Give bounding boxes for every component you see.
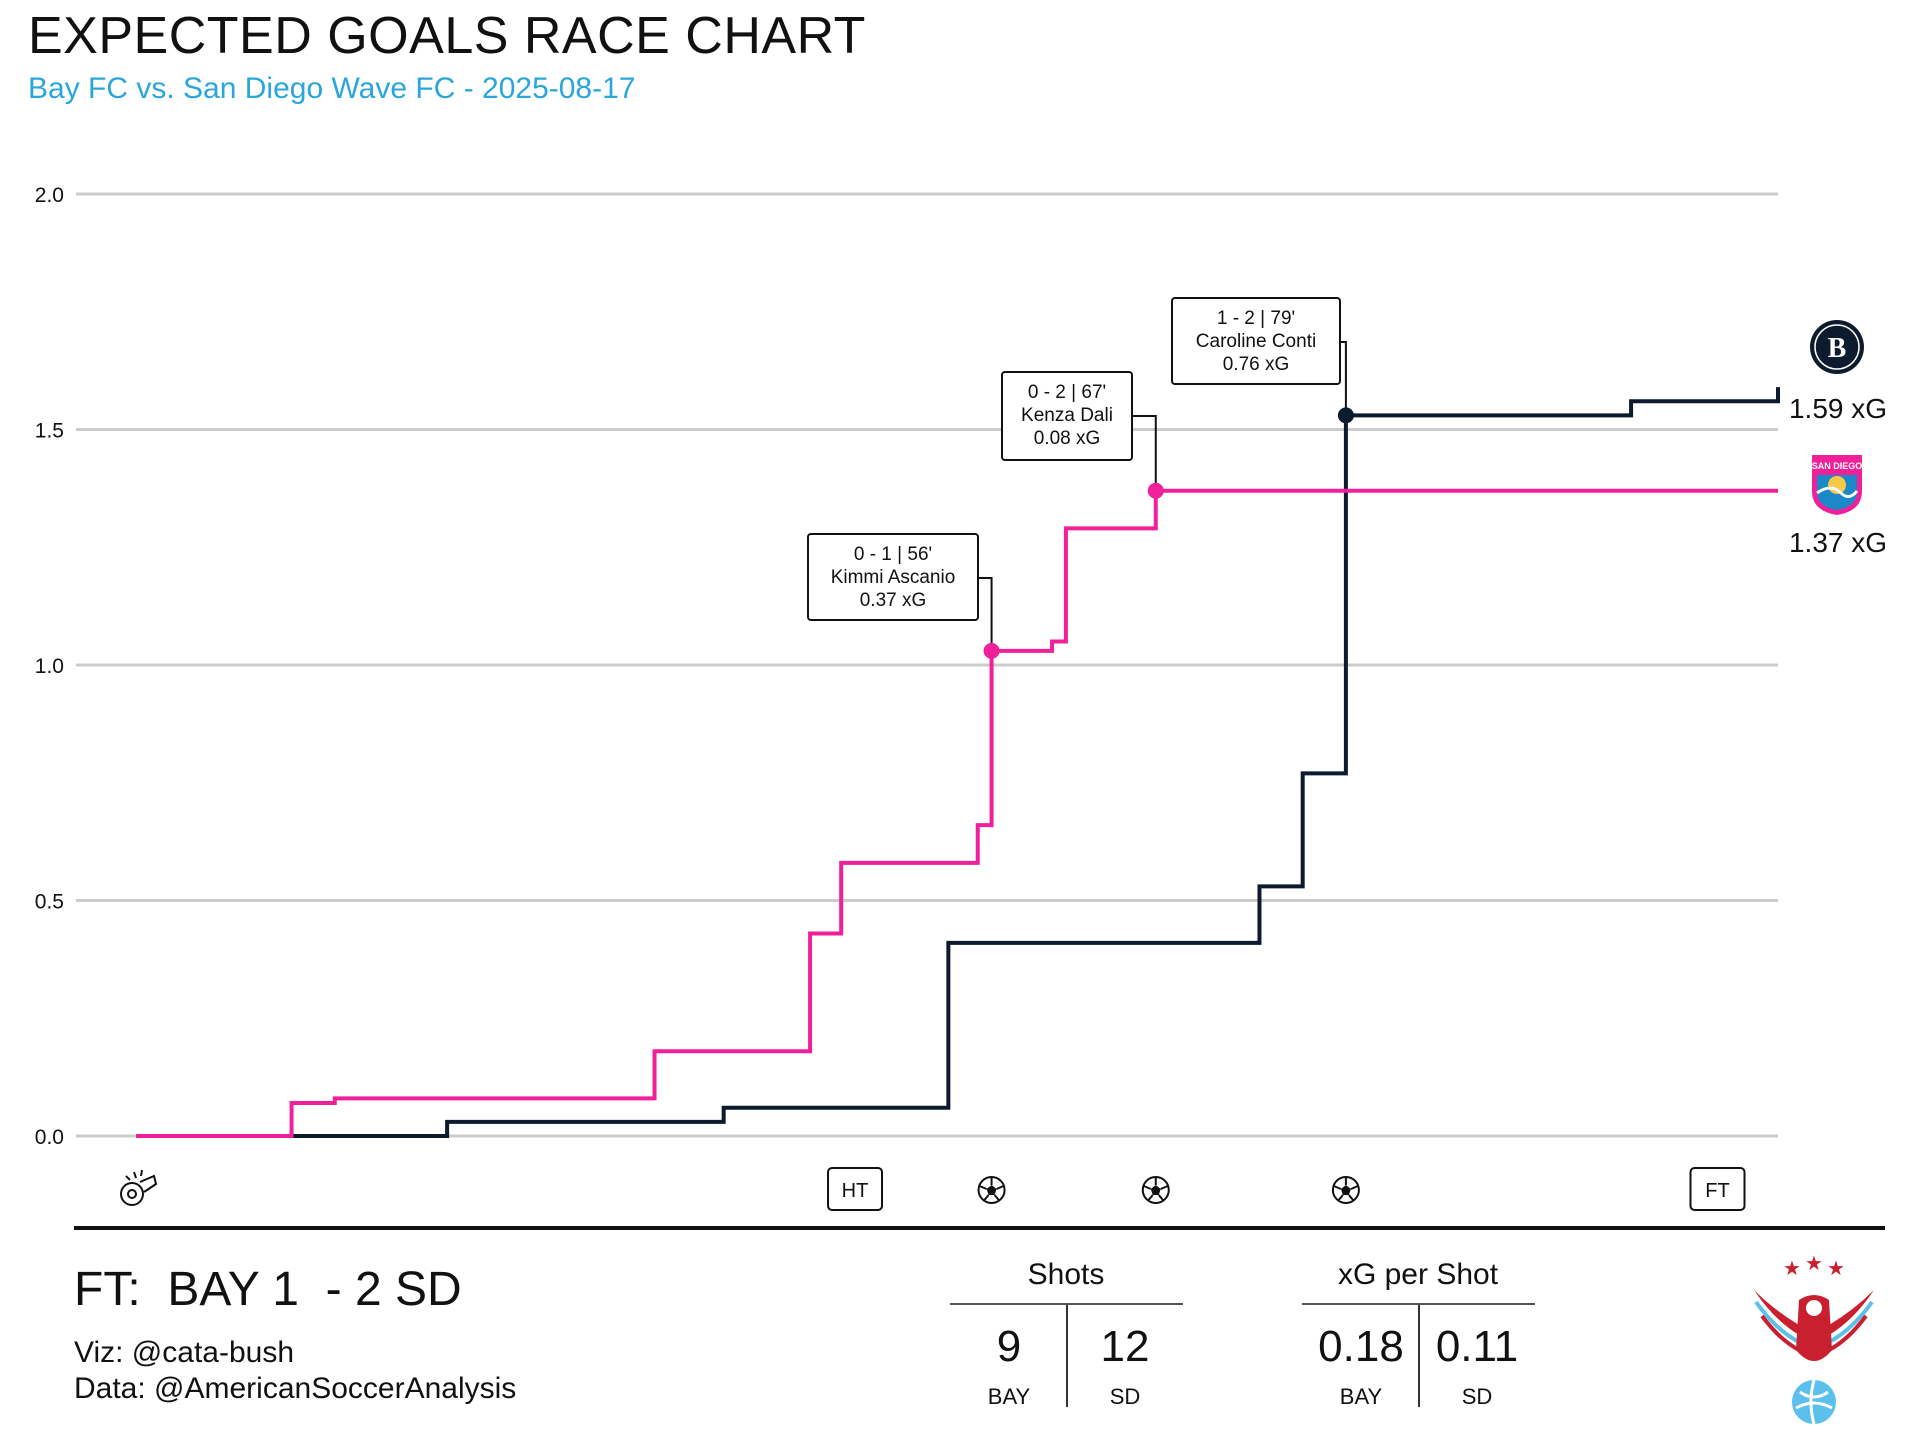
chart-subtitle: Bay FC vs. San Diego Wave FC - 2025-08-1… [28, 72, 636, 105]
shots-bay-label: BAY [987, 1384, 1031, 1409]
bay-fc-logo: B [1810, 320, 1864, 374]
annotation-box [807, 533, 979, 621]
svg-text:SAN DIEGO: SAN DIEGO [1812, 461, 1863, 471]
annotation-leader [1340, 341, 1347, 416]
series-line-bay [291, 387, 1780, 1138]
annotation-text: 0 - 1 | 56' [854, 544, 932, 565]
annotation-text: Kimmi Ascanio [831, 567, 956, 588]
annotation-text: 0.37 xG [860, 590, 927, 611]
xg-per-shot-title: xG per Shot [1337, 1258, 1499, 1291]
xg-per-shot-sd-value: 0.11 [1435, 1322, 1519, 1371]
chart-title: EXPECTED GOALS RACE CHART [28, 7, 866, 65]
annotation-text: 1 - 2 | 79' [1217, 308, 1295, 329]
annotation-text: Caroline Conti [1196, 331, 1316, 352]
y-tick-label: 1.0 [35, 655, 64, 678]
grid-lines [76, 192, 1778, 1138]
shots-divider [1066, 1305, 1068, 1407]
end-labels: 1.59 xG 1.37 xG [1789, 393, 1887, 558]
svg-text:B: B [1828, 333, 1847, 364]
shots-title: Shots [1027, 1258, 1105, 1291]
marker-ft-box [1689, 1167, 1746, 1211]
annotation-box [1171, 297, 1341, 385]
y-tick-label: 0.0 [35, 1126, 64, 1149]
y-tick-label: 0.5 [35, 891, 64, 914]
final-score: FT: BAY 1 - 2 SD [74, 1263, 462, 1316]
annotation-leader [978, 577, 993, 651]
annotation-leader [1132, 415, 1157, 491]
svg-text:★: ★ [1827, 1258, 1845, 1280]
marker-ht-label: HT [842, 1180, 869, 1202]
annotation-text: 0.76 xG [1223, 354, 1290, 375]
viz-credit: Viz: @cata-bush [74, 1336, 295, 1369]
xg-per-shot-divider [1418, 1305, 1420, 1407]
soccer-ball-icon [1141, 1176, 1170, 1204]
end-label-sd: 1.37 xG [1789, 527, 1887, 558]
shots-sd-label: SD [1109, 1384, 1141, 1409]
y-tick-labels: 0.0 0.5 1.0 1.5 2.0 [35, 184, 64, 1149]
xg-per-shot-bay-value: 0.18 [1318, 1322, 1404, 1371]
goal-point-sd [1147, 482, 1164, 499]
shots-underline [950, 1303, 1183, 1305]
asa-eagle-logo: ★ ★ ★ [1754, 1253, 1874, 1425]
soccer-ball-icon [977, 1176, 1006, 1204]
marker-ft-label: FT [1705, 1180, 1729, 1202]
svg-text:★: ★ [1805, 1253, 1823, 1275]
series-lines [136, 387, 1780, 1138]
shots-bay-value: 9 [996, 1322, 1022, 1371]
xg-per-shot-bay-label: BAY [1339, 1384, 1383, 1409]
timeline-markers: HT FT [120, 1167, 1746, 1211]
annotation-box [1001, 371, 1133, 461]
series-line-sd [136, 488, 1778, 1138]
annotation-text: Kenza Dali [1021, 405, 1113, 426]
annotation-text: 0.08 xG [1034, 428, 1101, 449]
shots-sd-value: 12 [1100, 1322, 1150, 1371]
xg-per-shot-sd-label: SD [1461, 1384, 1493, 1409]
annotation-text: 0 - 2 | 67' [1028, 382, 1106, 403]
soccer-ball-icon [1331, 1176, 1360, 1204]
end-label-bay: 1.59 xG [1789, 393, 1887, 424]
svg-text:★: ★ [1783, 1258, 1801, 1280]
xg-per-shot-underline [1302, 1303, 1535, 1305]
y-tick-label: 1.5 [35, 420, 64, 443]
y-tick-label: 2.0 [35, 184, 64, 207]
data-credit: Data: @AmericanSoccerAnalysis [74, 1372, 517, 1405]
san-diego-wave-logo: SAN DIEGO [1812, 455, 1863, 515]
goal-point-bay [1337, 407, 1354, 424]
whistle-icon [120, 1169, 158, 1206]
goal-point-sd [983, 642, 1000, 659]
marker-ht-box [827, 1167, 884, 1211]
